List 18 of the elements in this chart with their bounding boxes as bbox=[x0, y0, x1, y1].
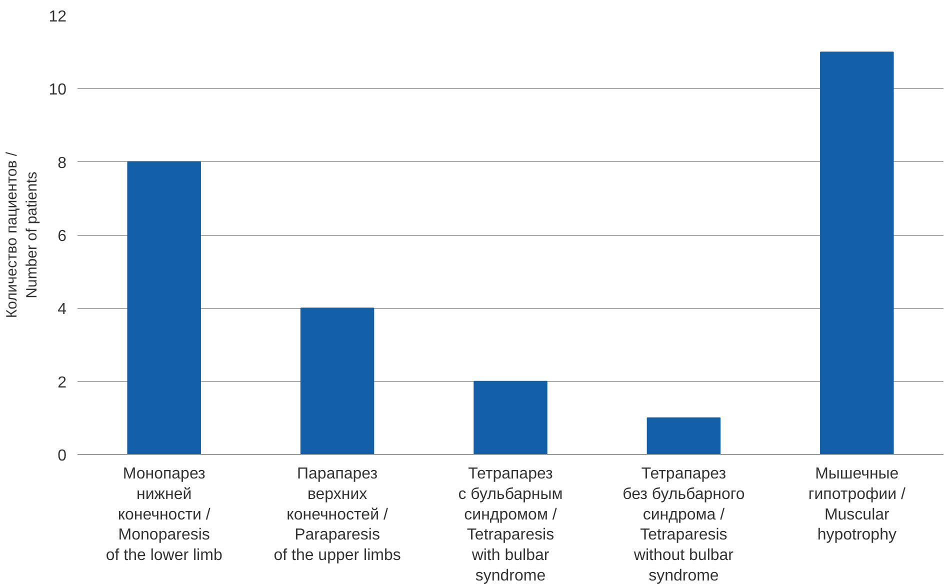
x-tick-label: Тетрапарез с бульбарным синдромом / Tetraparesis with bulbar syndrome bbox=[458, 466, 563, 584]
y-tick-label: 8 bbox=[58, 154, 67, 172]
bar bbox=[820, 52, 894, 454]
x-tick-label: Мышечные гипотрофии / Muscular hypotrophy bbox=[808, 466, 906, 544]
y-tick-label: 0 bbox=[58, 448, 67, 464]
bar bbox=[127, 161, 201, 454]
y-tick-label: 10 bbox=[48, 82, 67, 99]
x-tick-label: Парапарез верхних конечностей / Paraparesis of the upper limbs bbox=[274, 466, 401, 564]
bar bbox=[646, 417, 721, 454]
y-tick-label: 6 bbox=[58, 228, 67, 245]
bar bbox=[300, 308, 374, 454]
bar bbox=[474, 380, 548, 454]
y-axis-title: Количество пациентов / Number of patients bbox=[3, 151, 41, 318]
y-tick-label: 4 bbox=[58, 301, 67, 318]
y-tick-label: 12 bbox=[48, 8, 67, 26]
x-tick-label: Тетрапарез без бульбарного синдрома / Tetraparesis without bulbar syndrome bbox=[622, 466, 745, 584]
y-tick-label: 2 bbox=[58, 374, 67, 392]
x-tick-label: Монопарез нижней конечности / Monoparesis of the lower limb bbox=[106, 466, 222, 564]
